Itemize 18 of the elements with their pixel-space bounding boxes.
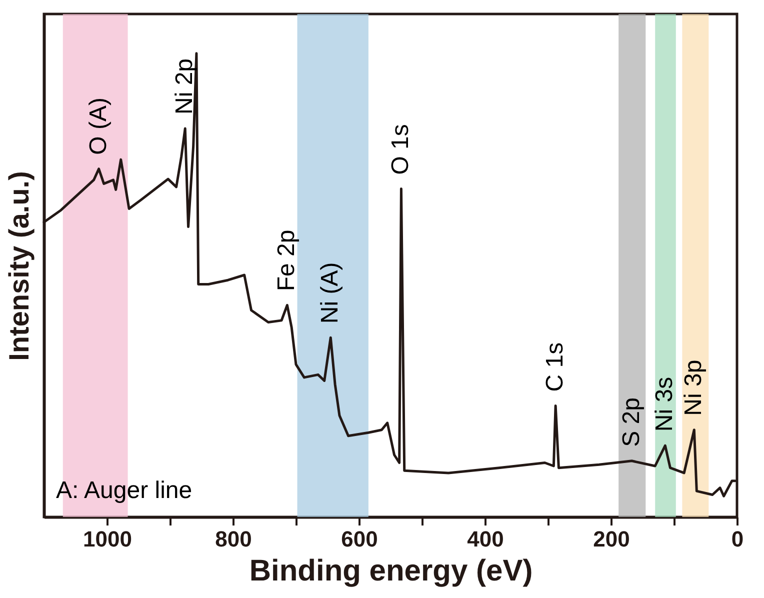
annotation: O 1s — [387, 124, 414, 175]
annotation: Fe 2p — [273, 230, 300, 292]
x-tick-label: 200 — [593, 526, 630, 552]
x-tick-label: 0 — [731, 526, 744, 552]
annotation: C 1s — [542, 342, 569, 392]
annotation: A: Auger line — [56, 477, 192, 504]
annotation: Ni 2p — [171, 58, 198, 115]
x-axis-title: Binding energy (eV) — [249, 554, 533, 588]
x-tick-label: 1000 — [83, 526, 132, 552]
annotation: Ni 3p — [680, 360, 708, 416]
annotation: Ni 3s — [651, 376, 678, 432]
x-tick-label: 800 — [215, 526, 252, 552]
y-axis-title: Intensity (a.u.) — [4, 171, 34, 361]
annotation: S 2p — [618, 398, 645, 447]
x-tick-label: 400 — [467, 526, 504, 552]
annotation: O (A) — [84, 98, 112, 155]
x-tick-label: 600 — [341, 526, 378, 552]
annotation: Ni (A) — [316, 262, 344, 324]
